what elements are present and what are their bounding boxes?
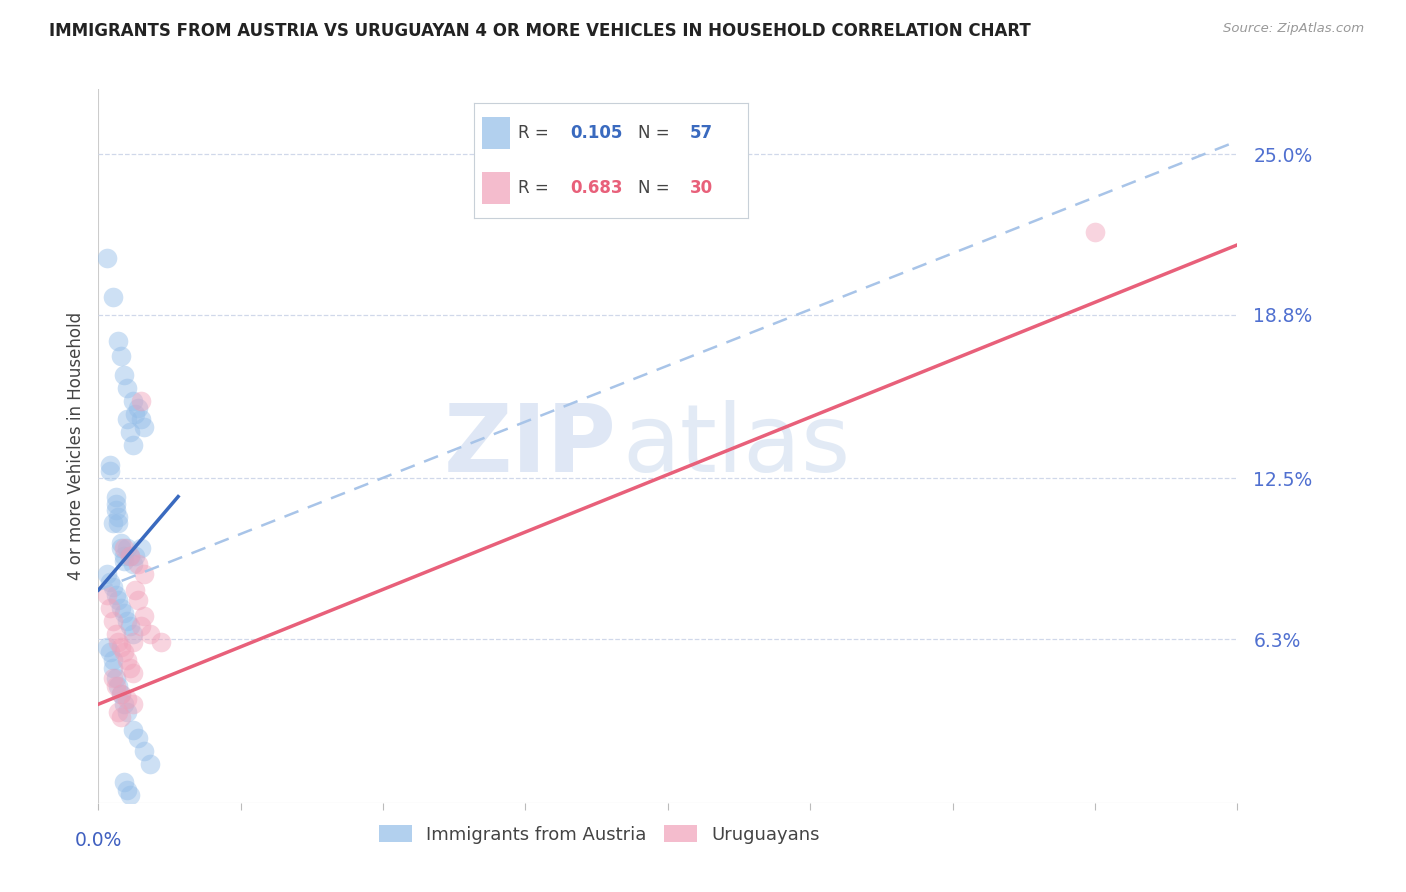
Point bbox=[98, 575, 121, 590]
Point bbox=[101, 614, 124, 628]
Point bbox=[121, 557, 143, 571]
Point bbox=[107, 516, 129, 530]
Point bbox=[121, 723, 143, 738]
Point bbox=[129, 393, 152, 408]
Point bbox=[104, 671, 127, 685]
Point bbox=[101, 653, 124, 667]
Text: IMMIGRANTS FROM AUSTRIA VS URUGUAYAN 4 OR MORE VEHICLES IN HOUSEHOLD CORRELATION: IMMIGRANTS FROM AUSTRIA VS URUGUAYAN 4 O… bbox=[49, 22, 1031, 40]
Point bbox=[115, 614, 138, 628]
Point bbox=[112, 775, 135, 789]
Point bbox=[129, 541, 152, 556]
Point bbox=[121, 697, 143, 711]
Point bbox=[107, 334, 129, 348]
Point bbox=[118, 549, 141, 564]
Point bbox=[110, 710, 132, 724]
Point bbox=[121, 635, 143, 649]
Point bbox=[138, 756, 160, 771]
Point bbox=[110, 687, 132, 701]
Point bbox=[112, 697, 135, 711]
Point bbox=[104, 679, 127, 693]
Point bbox=[121, 438, 143, 452]
Point bbox=[110, 640, 132, 654]
Point bbox=[96, 640, 118, 654]
Point bbox=[1084, 225, 1107, 239]
Point bbox=[115, 705, 138, 719]
Point bbox=[118, 788, 141, 802]
Point bbox=[118, 619, 141, 633]
Point bbox=[110, 541, 132, 556]
Point bbox=[104, 502, 127, 516]
Point bbox=[115, 381, 138, 395]
Point bbox=[96, 588, 118, 602]
Point bbox=[118, 425, 141, 439]
Point bbox=[104, 627, 127, 641]
Point bbox=[101, 661, 124, 675]
Point bbox=[115, 782, 138, 797]
Point bbox=[104, 497, 127, 511]
Point bbox=[101, 516, 124, 530]
Point bbox=[118, 549, 141, 564]
Point bbox=[98, 601, 121, 615]
Point bbox=[132, 419, 155, 434]
Point bbox=[127, 731, 149, 745]
Point bbox=[110, 536, 132, 550]
Point bbox=[132, 744, 155, 758]
Point bbox=[98, 458, 121, 473]
Point bbox=[107, 593, 129, 607]
Y-axis label: 4 or more Vehicles in Household: 4 or more Vehicles in Household bbox=[66, 312, 84, 580]
Point bbox=[127, 401, 149, 416]
Point bbox=[107, 679, 129, 693]
Text: ZIP: ZIP bbox=[444, 400, 617, 492]
Point bbox=[115, 411, 138, 425]
Point bbox=[150, 635, 173, 649]
Point bbox=[132, 567, 155, 582]
Point bbox=[110, 601, 132, 615]
Text: atlas: atlas bbox=[623, 400, 851, 492]
Point bbox=[129, 619, 152, 633]
Point bbox=[107, 510, 129, 524]
Point bbox=[101, 290, 124, 304]
Point bbox=[129, 411, 152, 425]
Text: Source: ZipAtlas.com: Source: ZipAtlas.com bbox=[1223, 22, 1364, 36]
Point bbox=[104, 490, 127, 504]
Point bbox=[127, 557, 149, 571]
Point bbox=[98, 645, 121, 659]
Point bbox=[121, 627, 143, 641]
Point bbox=[101, 671, 124, 685]
Point bbox=[115, 692, 138, 706]
Point bbox=[112, 368, 135, 382]
Point bbox=[104, 588, 127, 602]
Point bbox=[124, 549, 146, 564]
Point bbox=[96, 567, 118, 582]
Point bbox=[121, 666, 143, 681]
Point bbox=[127, 593, 149, 607]
Point bbox=[112, 549, 135, 564]
Point bbox=[110, 687, 132, 701]
Point bbox=[96, 251, 118, 265]
Point bbox=[124, 582, 146, 597]
Point bbox=[98, 464, 121, 478]
Point bbox=[115, 653, 138, 667]
Point bbox=[132, 609, 155, 624]
Point bbox=[112, 607, 135, 621]
Point bbox=[112, 541, 135, 556]
Point bbox=[107, 705, 129, 719]
Point bbox=[112, 645, 135, 659]
Point bbox=[121, 393, 143, 408]
Point bbox=[115, 541, 138, 556]
Point bbox=[124, 407, 146, 421]
Point bbox=[101, 581, 124, 595]
Point bbox=[112, 554, 135, 568]
Text: 0.0%: 0.0% bbox=[75, 831, 122, 850]
Point bbox=[107, 635, 129, 649]
Point bbox=[118, 661, 141, 675]
Legend: Immigrants from Austria, Uruguayans: Immigrants from Austria, Uruguayans bbox=[371, 818, 827, 851]
Point bbox=[110, 350, 132, 364]
Point bbox=[138, 627, 160, 641]
